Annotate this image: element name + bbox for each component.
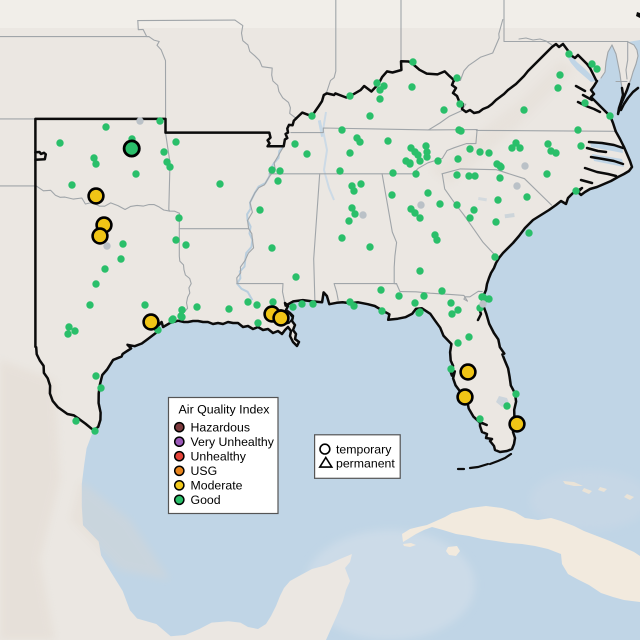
svg-text:USG: USG bbox=[191, 464, 218, 478]
svg-text:permanent: permanent bbox=[336, 457, 395, 471]
svg-text:Air Quality Index: Air Quality Index bbox=[179, 403, 271, 417]
svg-text:Moderate: Moderate bbox=[191, 479, 243, 493]
svg-text:Good: Good bbox=[191, 493, 221, 507]
svg-text:Very Unhealthy: Very Unhealthy bbox=[191, 435, 275, 449]
svg-text:Hazardous: Hazardous bbox=[191, 421, 250, 435]
svg-text:temporary: temporary bbox=[336, 443, 392, 457]
svg-text:Unhealthy: Unhealthy bbox=[191, 450, 247, 464]
